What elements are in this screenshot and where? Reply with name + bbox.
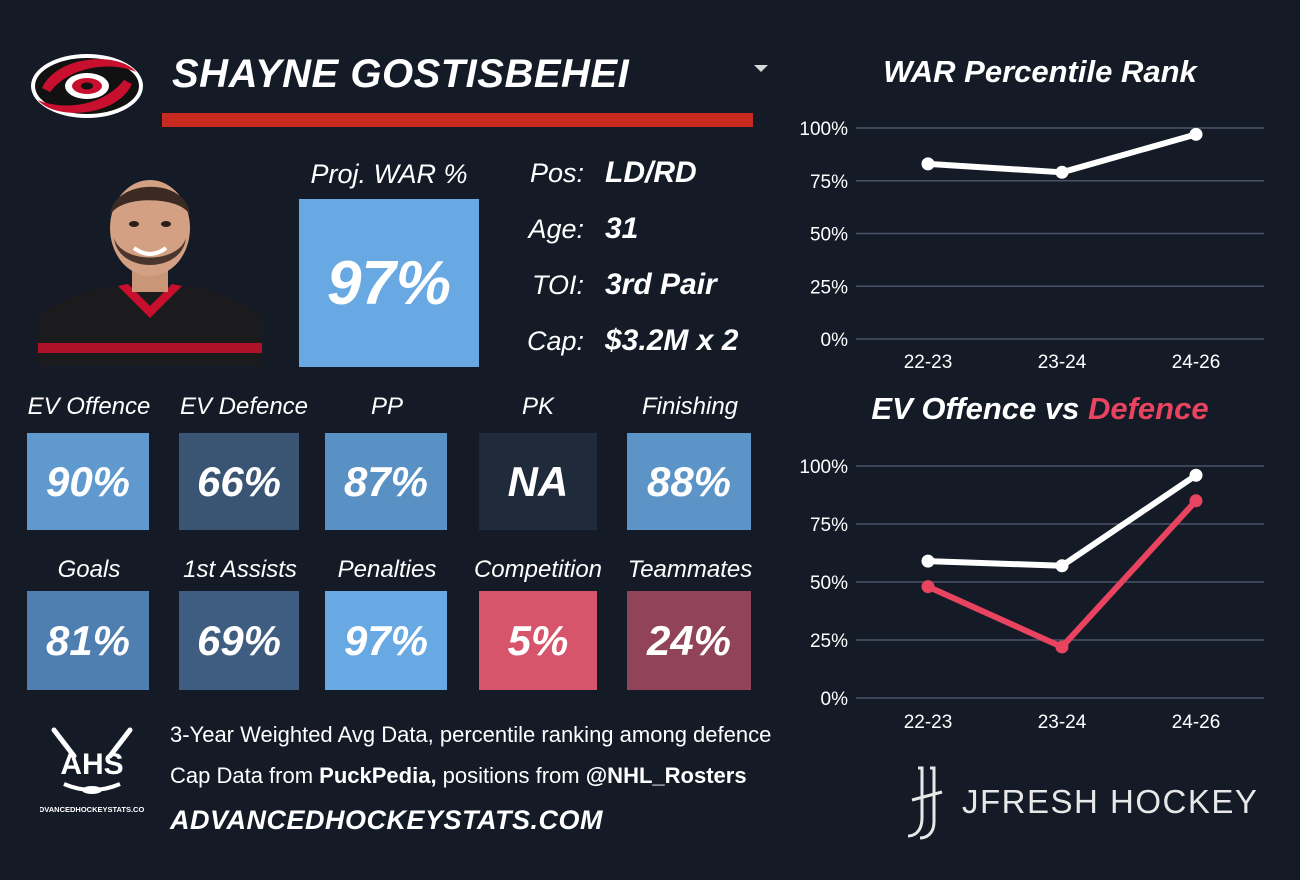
chart1-title: WAR Percentile Rank xyxy=(883,54,1197,89)
tile-teammates: 24% xyxy=(627,591,751,690)
chart1-ytick-label: 50% xyxy=(810,225,848,246)
tile-ev-defence: 66% xyxy=(179,433,299,530)
chart2-ytick-label: 100% xyxy=(799,457,848,478)
chart1-xtick-label: 22-23 xyxy=(904,352,953,373)
tile-finishing: 88% xyxy=(627,433,751,530)
chart2-ytick-label: 25% xyxy=(810,631,848,652)
tile-label-penalties: Penalties xyxy=(337,556,437,583)
tile-label-goals: Goals xyxy=(57,556,121,583)
chart1-ytick-label: 75% xyxy=(810,172,848,193)
tile-label-competition: Competition xyxy=(473,556,603,583)
info-label-age: Age: xyxy=(528,214,584,244)
tile-goals: 81% xyxy=(27,591,149,690)
footer-cap-note: Cap Data from PuckPedia, positions from … xyxy=(170,761,810,791)
chart2-xtick-label: 23-24 xyxy=(1038,712,1087,733)
chart2-ytick-label: 50% xyxy=(810,573,848,594)
jfresh-brand: JFRESH HOCKEY xyxy=(962,783,1259,820)
chart1-ytick-label: 100% xyxy=(799,119,848,140)
ahs-logo-text: AHS xyxy=(60,748,123,781)
proj-war-value: 97% xyxy=(299,199,479,367)
tile-label-pp: PP xyxy=(370,393,403,420)
chart1-ytick-label: 25% xyxy=(810,277,848,298)
ev-offence-defence-chart: 0% 25% 50% 75% 100% 22-23 23-24 24-26 xyxy=(799,457,1264,733)
tile-label-finishing: Finishing xyxy=(641,393,739,420)
info-value-pos: LD/RD xyxy=(605,156,697,189)
chart2-series-point-1 xyxy=(1055,640,1069,654)
tile-label-1st-assists: 1st Assists xyxy=(183,556,297,583)
tile-label-teammates: Teammates xyxy=(627,556,753,583)
chart1-series-point-0 xyxy=(921,157,935,171)
chart2-title-offence: EV Offence vs xyxy=(871,391,1088,426)
footer-cap-prefix: Cap Data from xyxy=(170,763,320,788)
footer-puckpedia[interactable]: PuckPedia, xyxy=(319,763,437,788)
chart2-ytick-label: 0% xyxy=(821,689,849,710)
footer-nhl-rosters[interactable]: @NHL_Rosters xyxy=(585,763,747,788)
info-label-pos: Pos: xyxy=(529,158,584,188)
info-label-toi: TOI: xyxy=(531,270,584,300)
footer-data-note: 3-Year Weighted Avg Data, percentile ran… xyxy=(170,722,772,747)
chart2-series-point-0 xyxy=(1189,468,1203,482)
hurricanes-logo-icon xyxy=(31,54,143,118)
ahs-logo-subtext: ADVANCEDHOCKEYSTATS.COM xyxy=(40,805,144,814)
proj-war-label: Proj. WAR % xyxy=(310,159,468,189)
chart1-ytick-label: 0% xyxy=(821,330,849,351)
chart2-series-point-0 xyxy=(1055,559,1069,573)
chart2-series-line-1 xyxy=(926,498,1199,650)
tile-ev-offence: 90% xyxy=(27,433,149,530)
info-value-cap: $3.2M x 2 xyxy=(605,324,739,357)
info-label-cap: Cap: xyxy=(526,326,584,356)
tile-1st-assists: 69% xyxy=(179,591,299,690)
player-headshot-icon xyxy=(38,168,262,366)
tile-label-pk: PK xyxy=(521,393,554,420)
footer-site-link[interactable]: ADVANCEDHOCKEYSTATS.COM xyxy=(170,805,604,835)
chart1-xtick-label: 23-24 xyxy=(1038,352,1087,373)
chart2-series-point-1 xyxy=(921,580,935,594)
chart2-xtick-label: 22-23 xyxy=(904,712,953,733)
chart2-title-defence: Defence xyxy=(1087,391,1209,426)
chart2-series-point-0 xyxy=(921,554,935,568)
chart1-series-point-0 xyxy=(1055,165,1069,179)
tile-label-ev-defence: EV Defence xyxy=(179,393,309,420)
chart1-series-point-0 xyxy=(1189,127,1203,141)
chart1-xtick-label: 24-26 xyxy=(1172,352,1221,373)
tile-pp: 87% xyxy=(325,433,447,530)
chart2-xtick-label: 24-26 xyxy=(1172,712,1221,733)
info-value-age: 31 xyxy=(605,212,639,245)
chart2-ytick-label: 75% xyxy=(810,515,848,536)
tile-pk: NA xyxy=(479,433,597,530)
chart2-series-point-1 xyxy=(1189,494,1203,508)
tile-label-ev-offence: EV Offence xyxy=(27,393,151,420)
war-percentile-chart: 0% 25% 50% 75% 100% 22-23 23-24 24-26 xyxy=(799,119,1264,373)
tile-penalties: 97% xyxy=(325,591,447,690)
chart2-series-line-0 xyxy=(927,472,1198,569)
ahs-logo-icon: AHS ADVANCEDHOCKEYSTATS.COM xyxy=(40,727,144,814)
tile-competition: 5% xyxy=(479,591,597,690)
player-name[interactable]: SHAYNE GOSTISBEHEI xyxy=(172,52,630,96)
footer-cap-mid: positions from xyxy=(436,763,586,788)
name-underline xyxy=(162,113,753,127)
caret-down-icon[interactable] xyxy=(752,60,770,78)
chart2-title: EV Offence vs Defence xyxy=(800,387,1280,431)
info-value-toi: 3rd Pair xyxy=(605,268,717,301)
jfresh-logo-icon xyxy=(907,766,943,840)
